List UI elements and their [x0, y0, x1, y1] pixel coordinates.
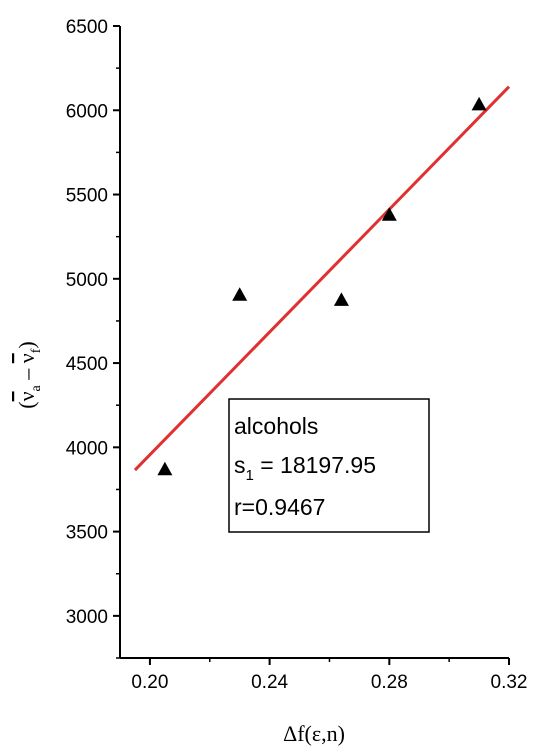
data-point-marker — [232, 287, 248, 301]
annotation-line-1: alcohols — [234, 413, 318, 439]
x-ticks: 0.20 0.24 0.28 0.32 — [131, 658, 527, 693]
y-tick-label: 4500 — [66, 354, 108, 375]
data-point-marker — [333, 292, 349, 306]
y-tick-label: 4000 — [66, 438, 108, 459]
x-tick-label: 0.28 — [371, 672, 408, 693]
y-tick-label: 6000 — [66, 101, 108, 122]
data-point-marker — [471, 96, 487, 111]
data-point-marker — [157, 461, 173, 476]
y-axis-title: (νa – νf) — [14, 341, 44, 408]
x-tick-label: 0.32 — [491, 672, 528, 693]
annotation-line-3: r=0.9467 — [234, 494, 325, 520]
y-tick-label: 5500 — [66, 186, 108, 207]
y-ticks: 3000 3500 4000 4500 5000 5500 6000 6500 — [66, 17, 120, 659]
x-tick-label: 0.24 — [251, 672, 288, 693]
data-point-marker — [381, 207, 397, 221]
y-tick-label: 6500 — [66, 17, 108, 38]
x-axis-title: Δf(ε,n) — [283, 721, 345, 746]
data-points — [157, 96, 487, 476]
annotation-box: alcohols s1 = 18197.95 r=0.9467 — [228, 398, 430, 533]
annotation-frame — [228, 398, 430, 533]
y-tick-label: 3500 — [66, 523, 108, 544]
y-tick-label: 3000 — [66, 607, 108, 628]
x-tick-label: 0.20 — [131, 672, 168, 693]
annotation-line-2: s1 = 18197.95 — [234, 452, 376, 484]
y-tick-label: 5000 — [66, 270, 108, 291]
fit-line — [133, 85, 511, 472]
